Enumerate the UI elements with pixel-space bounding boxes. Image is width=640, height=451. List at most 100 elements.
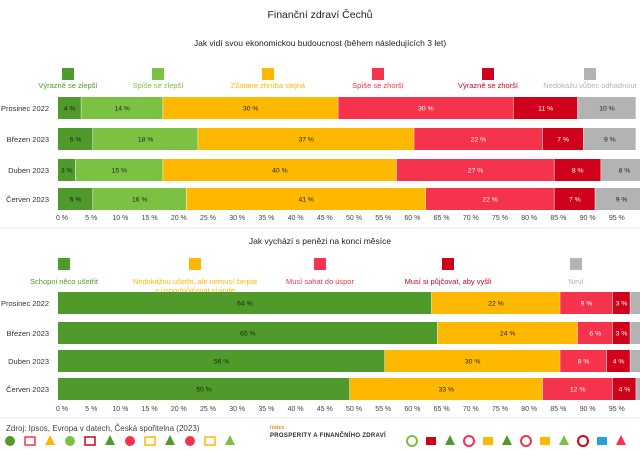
bar-segment [75,159,163,181]
bar-segment [630,350,640,372]
category-label: Prosinec 2022 [1,299,49,308]
decorative-tree-icon [559,435,569,445]
data-label: 30 % [243,106,259,113]
data-label: 18 % [138,137,154,144]
data-label: 22 % [488,301,504,308]
x-tick-label: 25 % [200,215,216,222]
bar-segment [554,188,595,210]
bar-segment [350,378,543,400]
x-tick-label: 90 % [580,406,596,413]
decorative-building-icon [483,437,493,445]
bar-segment [58,292,432,314]
x-tick-label: 50 % [346,406,362,413]
data-label: 6 % [70,197,82,204]
category-label: Prosinec 2022 [1,104,49,113]
brand-logo-top: Index [270,425,285,431]
bar-segment [577,97,636,119]
decorative-house-icon [204,436,216,446]
bar-segment [431,292,560,314]
bar-segment [437,322,578,344]
bar-segment [583,128,636,150]
decorative-tree-icon [225,435,235,445]
data-label: 4 % [613,359,625,366]
x-tick-label: 95 % [609,406,625,413]
decorative-tree-icon [45,435,55,445]
x-tick-label: 20 % [171,406,187,413]
x-tick-label: 35 % [258,406,274,413]
bar-segment [58,322,438,344]
data-label: 30 % [418,106,434,113]
legend-swatch [314,258,326,270]
data-label: 65 % [240,331,256,338]
bar-segment [577,322,613,344]
decorative-building-icon [426,437,436,445]
data-label: 40 % [272,168,288,175]
bar-segment [606,350,630,372]
x-tick-label: 95 % [609,215,625,222]
data-label: 8 % [619,168,631,175]
decorative-gear-icon [463,435,475,447]
data-label: 33 % [439,387,455,394]
legend-label: Musí si půjčovat, aby vyšli [405,277,492,286]
legend-label: Výrazně se zhorší [458,81,519,90]
bar-segment [186,188,426,210]
legend-swatch [62,68,74,80]
category-label: Březen 2023 [6,135,49,144]
x-tick-label: 80 % [521,406,537,413]
x-tick-label: 0 % [56,406,68,413]
x-tick-label: 85 % [550,215,566,222]
source-note: Zdroj: Ipsos, Evropa v datech, Česká spo… [6,424,200,433]
x-tick-label: 15 % [142,215,158,222]
data-label: 6 % [70,137,82,144]
x-tick-label: 0 % [56,215,68,222]
x-tick-label: 85 % [550,406,566,413]
legend-label: Nedokážu vůbec odhadnout [543,81,637,90]
x-tick-label: 60 % [404,406,420,413]
data-label: 50 % [196,387,212,394]
decorative-tree-icon [445,435,455,445]
decorative-building-icon [597,437,607,445]
x-tick-label: 65 % [434,215,450,222]
data-label: 9 % [604,137,616,144]
x-tick-label: 55 % [375,406,391,413]
data-label: 16 % [132,197,148,204]
x-tick-label: 75 % [492,215,508,222]
bar-segment [58,159,76,181]
bar-segment [396,159,554,181]
legend-label: Musí sahat do úspor [286,277,354,286]
data-label: 8 % [578,359,590,366]
bar-segment [554,159,601,181]
bar-segment [93,128,198,150]
x-tick-label: 35 % [258,215,274,222]
data-label: 4 % [619,387,631,394]
data-label: 24 % [500,331,516,338]
main-title: Finanční zdraví Čechů [267,8,372,21]
bar-segment [560,350,607,372]
decorative-icons-left [5,435,235,446]
data-label: 30 % [465,359,481,366]
legend-swatch [442,258,454,270]
bar-segment [58,378,350,400]
decorative-gear-icon [520,435,532,447]
decorative-gear-icon [406,435,418,447]
data-label: 22 % [482,197,498,204]
x-tick-label: 65 % [434,406,450,413]
x-tick-label: 5 % [85,215,97,222]
decorative-coin-icon [185,436,195,446]
data-label: 3 % [61,168,73,175]
decorative-tree-icon [616,435,626,445]
legend-swatch [482,68,494,80]
x-tick-label: 40 % [288,215,304,222]
x-tick-label: 70 % [463,215,479,222]
legend-swatch [58,258,70,270]
x-tick-label: 55 % [375,215,391,222]
bar-segment [630,292,640,314]
category-label: Březen 2023 [6,329,49,338]
x-tick-label: 50 % [346,215,362,222]
bar-segment [636,378,640,400]
data-label: 10 % [599,106,615,113]
legend-label: Spíše se zhorší [352,81,405,90]
legend-swatch [372,68,384,80]
x-tick-label: 90 % [580,215,596,222]
bar-segment [58,128,93,150]
